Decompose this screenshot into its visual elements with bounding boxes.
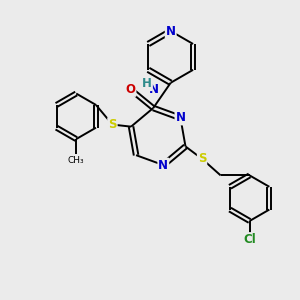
Text: H: H	[142, 77, 152, 90]
Text: O: O	[125, 83, 136, 96]
Text: CH₃: CH₃	[68, 156, 85, 165]
Text: N: N	[166, 25, 176, 38]
Text: N: N	[148, 83, 158, 96]
Text: N: N	[158, 159, 168, 172]
Text: Cl: Cl	[243, 233, 256, 246]
Text: S: S	[198, 152, 206, 165]
Text: S: S	[108, 118, 117, 131]
Text: N: N	[176, 111, 185, 124]
